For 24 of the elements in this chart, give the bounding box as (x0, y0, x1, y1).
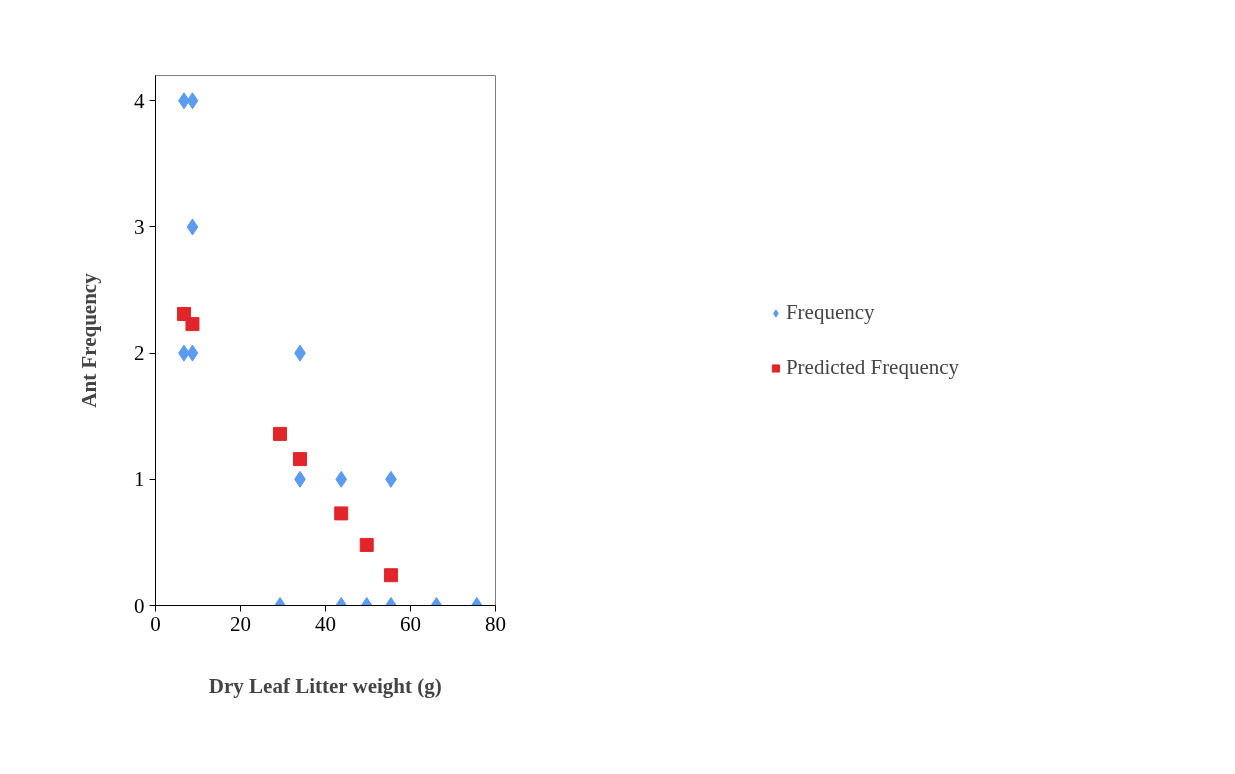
y-tick-label: 2 (134, 341, 145, 366)
point (186, 92, 199, 110)
x-tick-label: 60 (400, 611, 421, 636)
y-axis-title: Ant Frequency (77, 272, 101, 408)
x-axis-title: Dry Leaf Litter weight (g) (208, 673, 442, 698)
x-tick-label: 80 (485, 611, 506, 636)
point (335, 470, 348, 488)
point (383, 568, 398, 583)
point (359, 537, 374, 552)
x-tick-label: 0 (150, 611, 161, 636)
legend-label: Predicted Frequency (785, 355, 960, 380)
y-tick-label: 1 (134, 467, 145, 492)
point (293, 452, 307, 467)
point (273, 426, 288, 441)
y-tick-label: 3 (134, 214, 145, 239)
x-tick-label: 40 (315, 611, 336, 636)
x-tick-label: 20 (230, 611, 251, 636)
legend-label: Frequency (785, 300, 875, 325)
point (334, 506, 349, 521)
y-tick-label: 0 (134, 593, 145, 618)
point (185, 317, 200, 332)
point (186, 344, 199, 362)
y-tick-label: 4 (134, 88, 145, 113)
point (186, 218, 199, 236)
